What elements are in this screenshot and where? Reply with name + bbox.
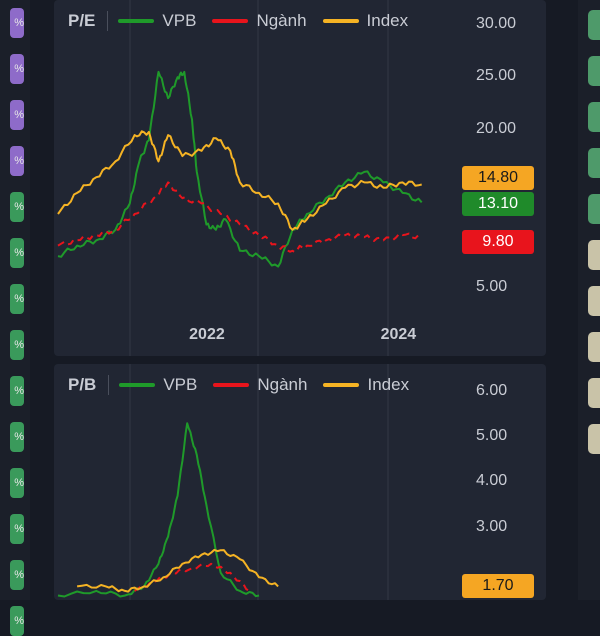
- pe-chart-panel: P/E VPB Ngành Index 30.00 25.00 20.00 5.00 2…: [54, 0, 546, 356]
- legend-index[interactable]: Index: [323, 375, 409, 395]
- x-tick-label: 2022: [189, 326, 225, 343]
- series-line-index: [76, 548, 279, 593]
- y-tick-label: 25.00: [476, 67, 517, 85]
- row-indicator[interactable]: [588, 240, 600, 270]
- row-indicator[interactable]: [588, 194, 600, 224]
- last-value-badge: 14.80: [462, 166, 534, 190]
- series-line-ngnh: [134, 562, 250, 592]
- pb-title: P/B: [68, 375, 110, 395]
- legend-vpb[interactable]: VPB: [118, 11, 196, 31]
- change-badge[interactable]: %: [10, 54, 24, 84]
- change-badge[interactable]: %: [10, 192, 24, 222]
- row-indicator[interactable]: [588, 102, 600, 132]
- legend-nganh[interactable]: Ngành: [213, 375, 307, 395]
- right-indicator-strip: [578, 0, 600, 600]
- change-badge[interactable]: %: [10, 422, 24, 452]
- row-indicator[interactable]: [588, 148, 600, 178]
- legend-nganh[interactable]: Ngành: [212, 11, 307, 31]
- change-badge[interactable]: %: [10, 100, 24, 130]
- series-line-ngnh: [57, 181, 423, 254]
- change-badge[interactable]: %: [10, 284, 24, 314]
- row-indicator[interactable]: [588, 56, 600, 86]
- left-indicator-strip: %%%%%%%%%%%%%%: [0, 0, 30, 636]
- change-badge[interactable]: %: [10, 468, 24, 498]
- change-badge[interactable]: %: [10, 560, 24, 590]
- pe-title: P/E: [68, 11, 109, 31]
- series-line-index: [57, 130, 422, 231]
- row-indicator[interactable]: [588, 424, 600, 454]
- legend-vpb[interactable]: VPB: [119, 375, 197, 395]
- series-line-vpb: [57, 70, 423, 268]
- x-tick-label: 2024: [380, 326, 417, 343]
- change-badge[interactable]: %: [10, 606, 24, 636]
- y-tick-label: 30.00: [476, 14, 517, 32]
- change-badge[interactable]: %: [10, 376, 24, 406]
- pe-chart-svg: [57, 0, 423, 356]
- row-indicator[interactable]: [588, 286, 600, 316]
- pb-legend: P/B VPB Ngành Index: [68, 372, 425, 398]
- last-value-badge: 9.80: [462, 230, 534, 254]
- pb-chart-panel: P/B VPB Ngành Index 6.00 5.00 4.00 3.00 1.70: [54, 364, 546, 600]
- change-badge[interactable]: %: [10, 330, 24, 360]
- y-tick-label: 5.00: [476, 426, 508, 444]
- change-badge[interactable]: %: [10, 146, 24, 176]
- y-tick-label: 4.00: [476, 472, 508, 490]
- change-badge[interactable]: %: [10, 514, 24, 544]
- y-tick-label: 20.00: [476, 119, 517, 137]
- row-indicator[interactable]: [588, 378, 600, 408]
- last-value-badge: 13.10: [462, 192, 534, 216]
- row-indicator[interactable]: [588, 10, 600, 40]
- pe-legend: P/E VPB Ngành Index: [68, 8, 424, 34]
- last-value-badge: 1.70: [462, 574, 534, 599]
- y-tick-label: 5.00: [476, 277, 508, 295]
- y-tick-label: 6.00: [476, 381, 508, 399]
- series-line-vpb: [57, 422, 260, 598]
- row-indicator[interactable]: [588, 332, 600, 362]
- pb-chart-svg: [57, 364, 389, 600]
- legend-index[interactable]: Index: [322, 11, 408, 31]
- change-badge[interactable]: %: [10, 238, 24, 268]
- change-badge[interactable]: %: [10, 8, 24, 38]
- y-tick-label: 3.00: [476, 517, 508, 535]
